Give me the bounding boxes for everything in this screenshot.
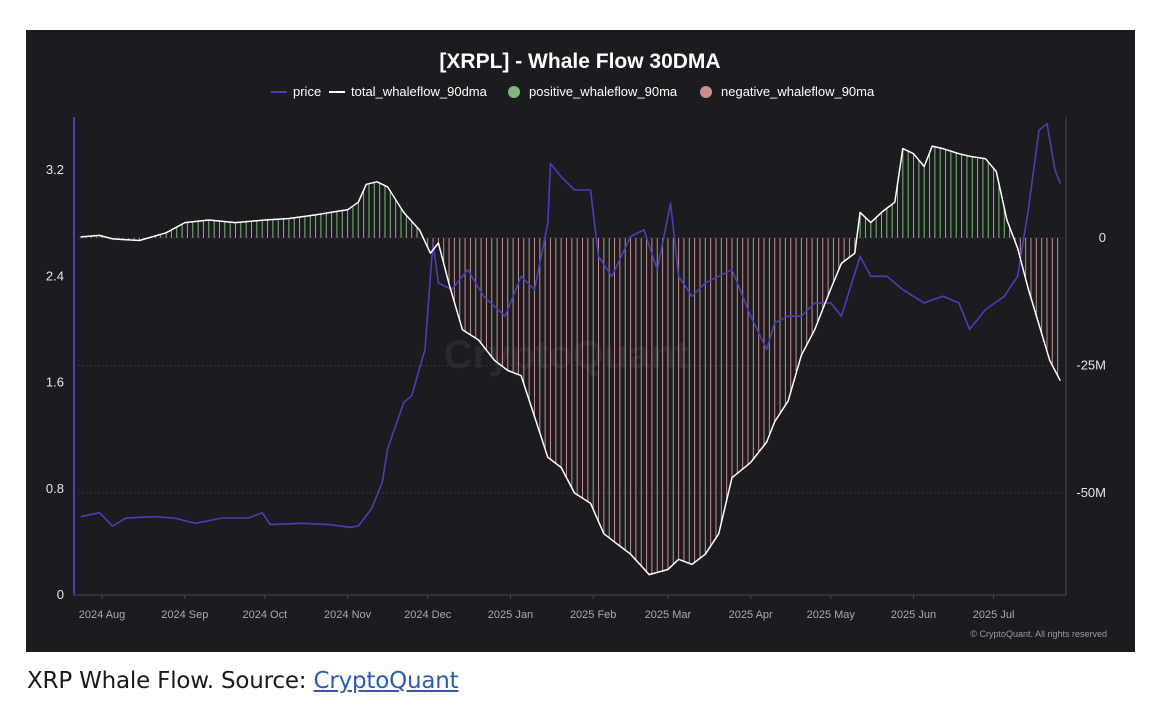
legend-dot-swatch: [700, 86, 712, 98]
x-tick-label: 2025 Apr: [729, 609, 773, 621]
x-tick-label: 2025 Jun: [891, 609, 936, 621]
y-right-tick-label: 0: [1099, 230, 1106, 245]
y-left-tick-label: 2.4: [46, 268, 64, 283]
x-tick-label: 2025 Feb: [570, 609, 616, 621]
gridlines: [78, 237, 1063, 494]
y-left-tick-label: 0: [57, 587, 64, 602]
legend-dot-swatch: [508, 86, 520, 98]
chart-title: [XRPL] - Whale Flow 30DMA: [439, 50, 720, 73]
x-tick-label: 2025 Jul: [973, 609, 1015, 621]
chart-card: [XRPL] - Whale Flow 30DMA CryptoQuant pr…: [26, 30, 1135, 652]
legend-item-price: price: [271, 84, 321, 99]
tick-labels: 0 0.8 1.6 2.4 3.2 0 -25M -50M 2024 Aug 2024 Sep 20…: [46, 162, 1106, 621]
legend: price total_whaleflow_90dma positive_whale…: [271, 84, 875, 99]
x-tick-label: 2025 May: [807, 609, 856, 621]
y-left-tick-label: 3.2: [46, 162, 64, 177]
axes: [73, 117, 1067, 596]
legend-label: price: [293, 84, 321, 99]
x-tick-label: 2025 Mar: [645, 609, 692, 621]
figure-caption: XRP Whale Flow. Source: CryptoQuant: [27, 668, 459, 694]
credit-text: © CryptoQuant. All rights reserved: [970, 629, 1107, 639]
y-left-tick-label: 1.6: [46, 375, 64, 390]
y-right-tick-label: -25M: [1076, 357, 1106, 372]
legend-item-positive-whaleflow-90ma: positive_whaleflow_90ma: [508, 84, 678, 99]
x-tick-label: 2024 Oct: [243, 609, 288, 621]
legend-label: positive_whaleflow_90ma: [529, 84, 678, 99]
legend-label: total_whaleflow_90dma: [351, 84, 488, 99]
price-line: [80, 122, 1062, 529]
x-tick-label: 2024 Aug: [79, 609, 126, 621]
x-tick-label: 2024 Sep: [161, 609, 208, 621]
source-link[interactable]: CryptoQuant: [313, 668, 459, 694]
legend-item-total-whaleflow-90dma: total_whaleflow_90dma: [329, 84, 488, 99]
y-left-tick-label: 0.8: [46, 481, 64, 496]
caption-text: XRP Whale Flow. Source:: [27, 668, 314, 694]
total-whaleflow-line: [80, 145, 1061, 576]
x-tick-label: 2024 Nov: [324, 609, 372, 621]
y-right-tick-label: -50M: [1076, 485, 1106, 500]
x-tick-label: 2025 Jan: [488, 609, 533, 621]
series-lines: [80, 122, 1062, 576]
x-tick-label: 2024 Dec: [404, 609, 452, 621]
legend-label: negative_whaleflow_90ma: [721, 84, 875, 99]
whaleflow-bars: [80, 146, 1059, 574]
legend-item-negative-whaleflow-90ma: negative_whaleflow_90ma: [700, 84, 875, 99]
chart-canvas: [XRPL] - Whale Flow 30DMA CryptoQuant pr…: [46, 50, 1107, 639]
